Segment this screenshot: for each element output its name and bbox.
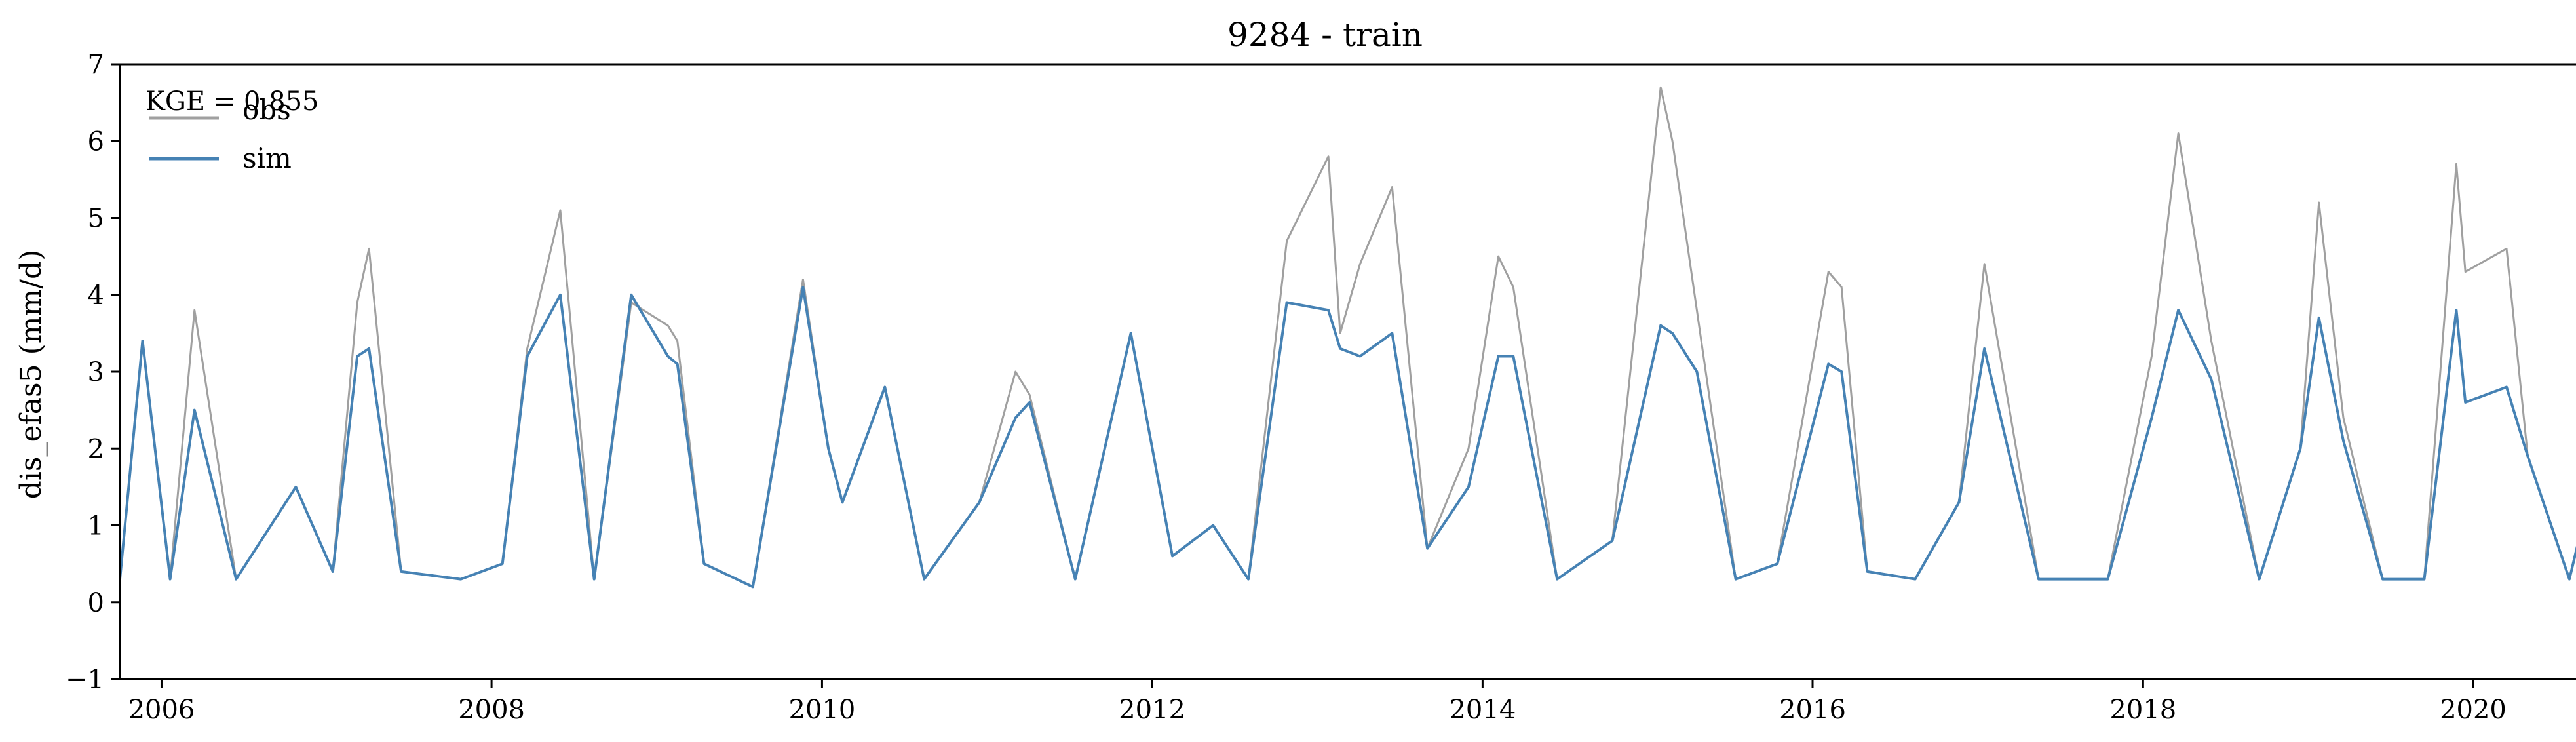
x-tick-label-2016: 2016 (1779, 695, 1846, 725)
x-tick-label-2014: 2014 (1449, 695, 1516, 725)
kge-annotation: KGE = 0.855 (145, 87, 319, 117)
y-axis: −1 0 1 2 3 4 5 6 7 (66, 50, 120, 695)
legend-label-sim: sim (242, 142, 292, 174)
y-tick-label-0: −1 (66, 665, 104, 695)
x-axis: 2006 2008 2010 2012 2014 2016 2018 2020 (128, 679, 2507, 725)
x-tick-label-2010: 2010 (789, 695, 856, 725)
y-axis-title: dis_efas5 (mm/d) (14, 250, 48, 499)
series-line-obs (119, 86, 2576, 588)
y-tick-label-1: 0 (88, 588, 104, 618)
y-tick-label-6: 5 (88, 204, 104, 234)
x-tick-label-2012: 2012 (1119, 695, 1185, 725)
x-tick-label-2008: 2008 (458, 695, 525, 725)
series-line-sim (119, 286, 2576, 589)
y-tick-label-5: 4 (88, 281, 104, 311)
legend: KGE = 0.855 obs sim (145, 87, 319, 174)
y-tick-label-7: 6 (88, 127, 104, 157)
y-tick-label-8: 7 (88, 50, 104, 80)
y-tick-label-4: 3 (88, 357, 104, 387)
x-tick-label-2006: 2006 (128, 695, 195, 725)
y-tick-label-2: 1 (88, 511, 104, 541)
legend-label-obs: obs (242, 94, 291, 126)
x-tick-label-2020: 2020 (2440, 695, 2507, 725)
series-layer (119, 86, 2576, 589)
y-tick-label-3: 2 (88, 434, 104, 464)
x-tick-label-2018: 2018 (2109, 695, 2176, 725)
chart-title: 9284 - train (1227, 16, 1423, 54)
